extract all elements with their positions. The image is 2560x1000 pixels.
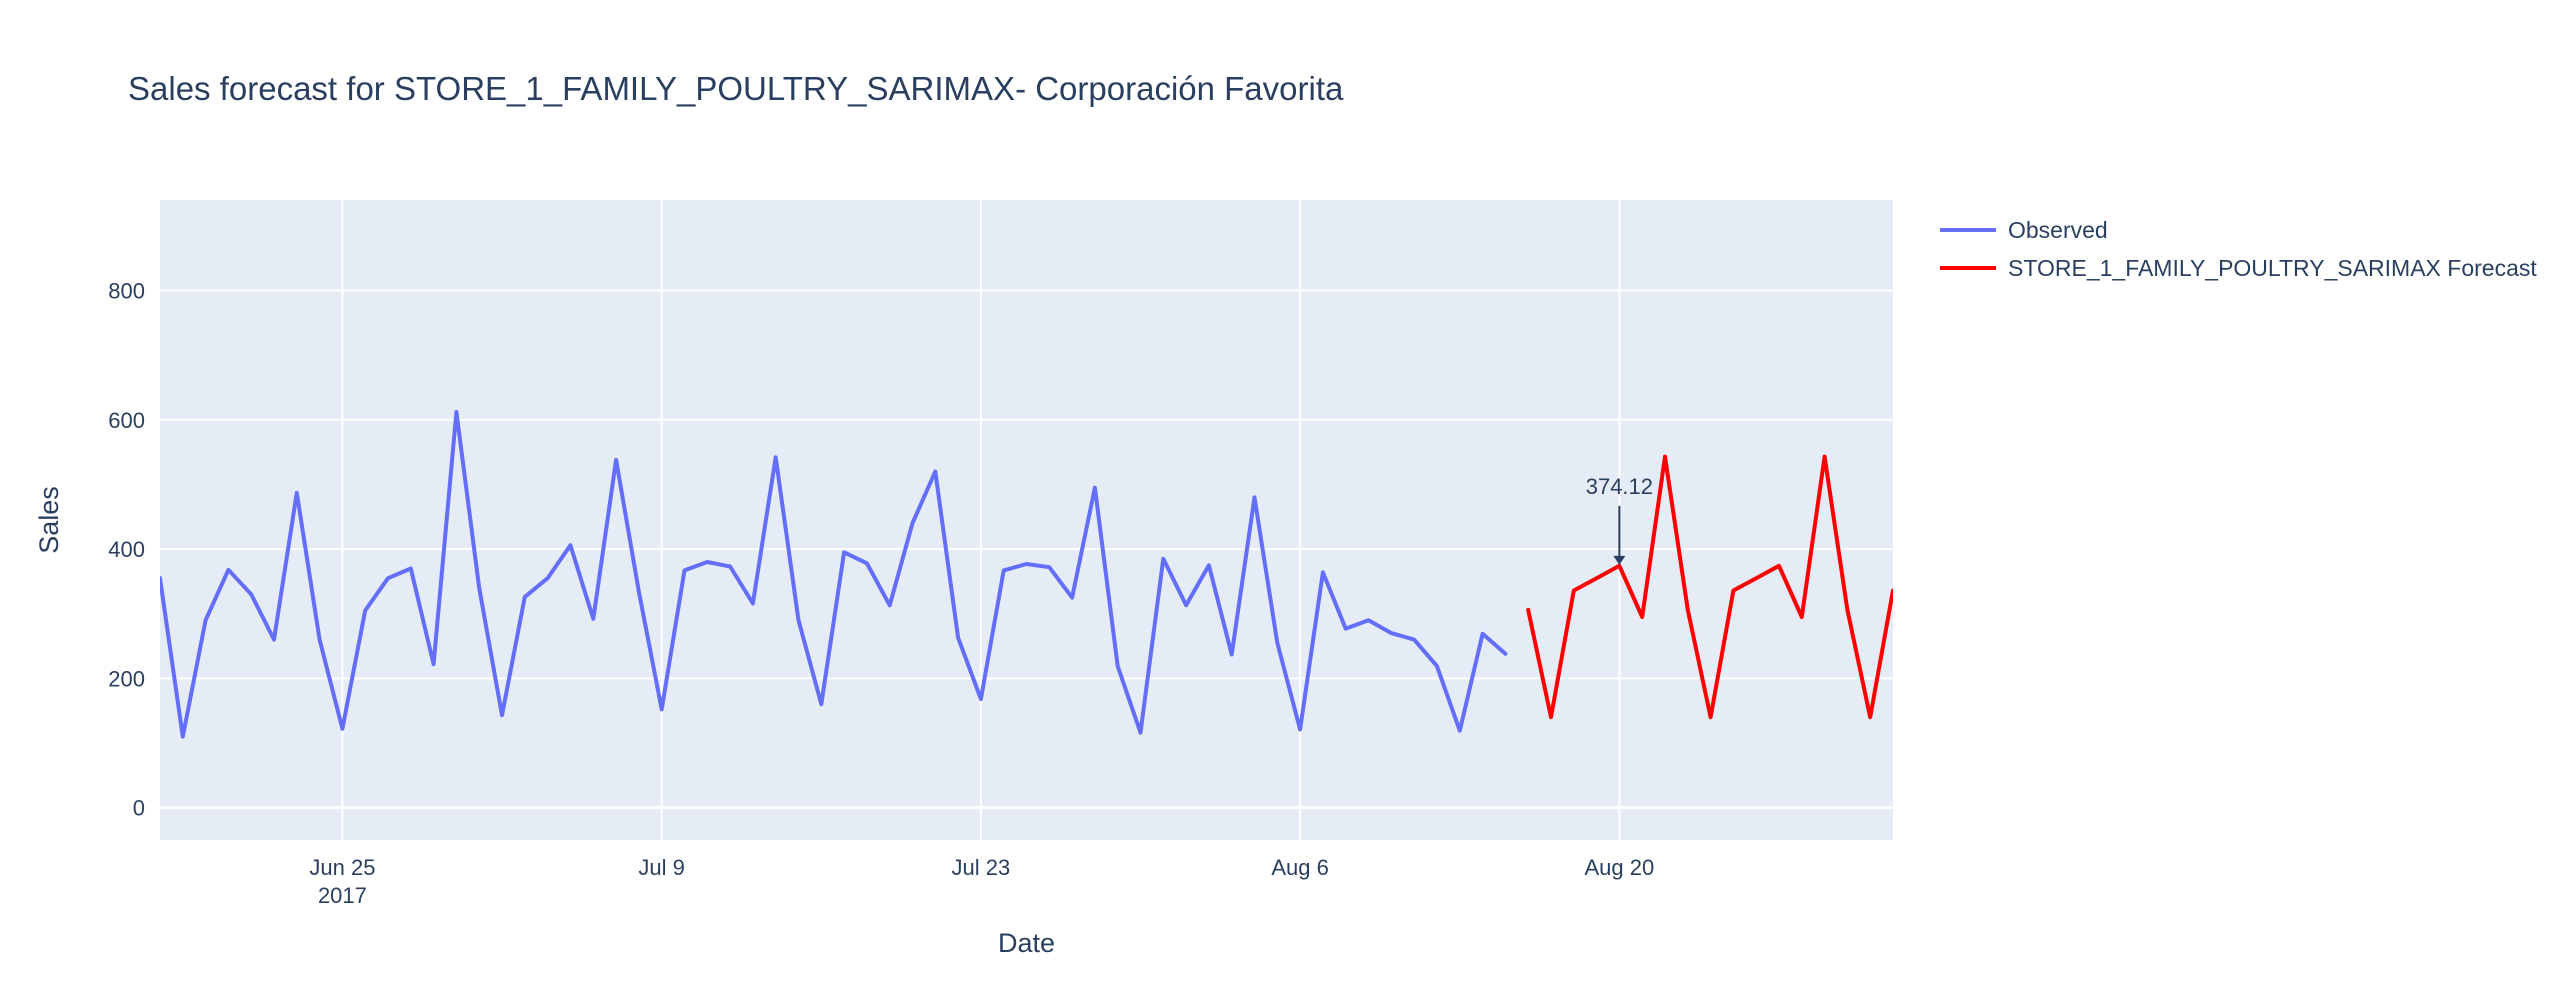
x-axis-ticks: Jun 25 2017 Jul 9 Jul 23 Aug 6 Aug 20 bbox=[309, 855, 1654, 908]
y-axis-title: Sales bbox=[34, 486, 64, 554]
grid-lines bbox=[160, 200, 1893, 840]
x-tick-sublabel: 2017 bbox=[318, 883, 367, 908]
y-axis-ticks: 0 200 400 600 800 bbox=[108, 279, 145, 821]
plot-area bbox=[160, 200, 1893, 840]
x-tick-label: Aug 6 bbox=[1271, 855, 1329, 880]
x-tick-label: Aug 20 bbox=[1585, 855, 1655, 880]
y-tick-label: 0 bbox=[133, 796, 145, 821]
series-line-1 bbox=[1526, 454, 1893, 720]
y-tick-label: 600 bbox=[108, 408, 145, 433]
legend-item[interactable]: STORE_1_FAMILY_POULTRY_SARIMAX Forecast bbox=[1940, 255, 2537, 281]
series-layer bbox=[160, 410, 1893, 739]
legend-label: STORE_1_FAMILY_POULTRY_SARIMAX Forecast bbox=[2008, 255, 2537, 281]
y-tick-label: 800 bbox=[108, 279, 145, 304]
annotation-label: 374.12 bbox=[1586, 474, 1653, 499]
legend-label: Observed bbox=[2008, 217, 2108, 243]
x-tick-label: Jul 9 bbox=[638, 855, 684, 880]
y-tick-label: 400 bbox=[108, 537, 145, 562]
legend-item[interactable]: Observed bbox=[1940, 217, 2108, 243]
x-tick-label: Jul 23 bbox=[952, 855, 1011, 880]
x-axis-title: Date bbox=[998, 928, 1055, 958]
annotation-arrow-head bbox=[1613, 555, 1626, 565]
legend[interactable]: Observed STORE_1_FAMILY_POULTRY_SARIMAX F… bbox=[1940, 217, 2537, 281]
chart-title: Sales forecast for STORE_1_FAMILY_POULTR… bbox=[128, 70, 1344, 107]
y-tick-label: 200 bbox=[108, 666, 145, 691]
annotation-layer: 374.12 bbox=[1586, 474, 1653, 565]
series-line-0 bbox=[160, 410, 1508, 739]
x-tick-label: Jun 25 bbox=[309, 855, 375, 880]
